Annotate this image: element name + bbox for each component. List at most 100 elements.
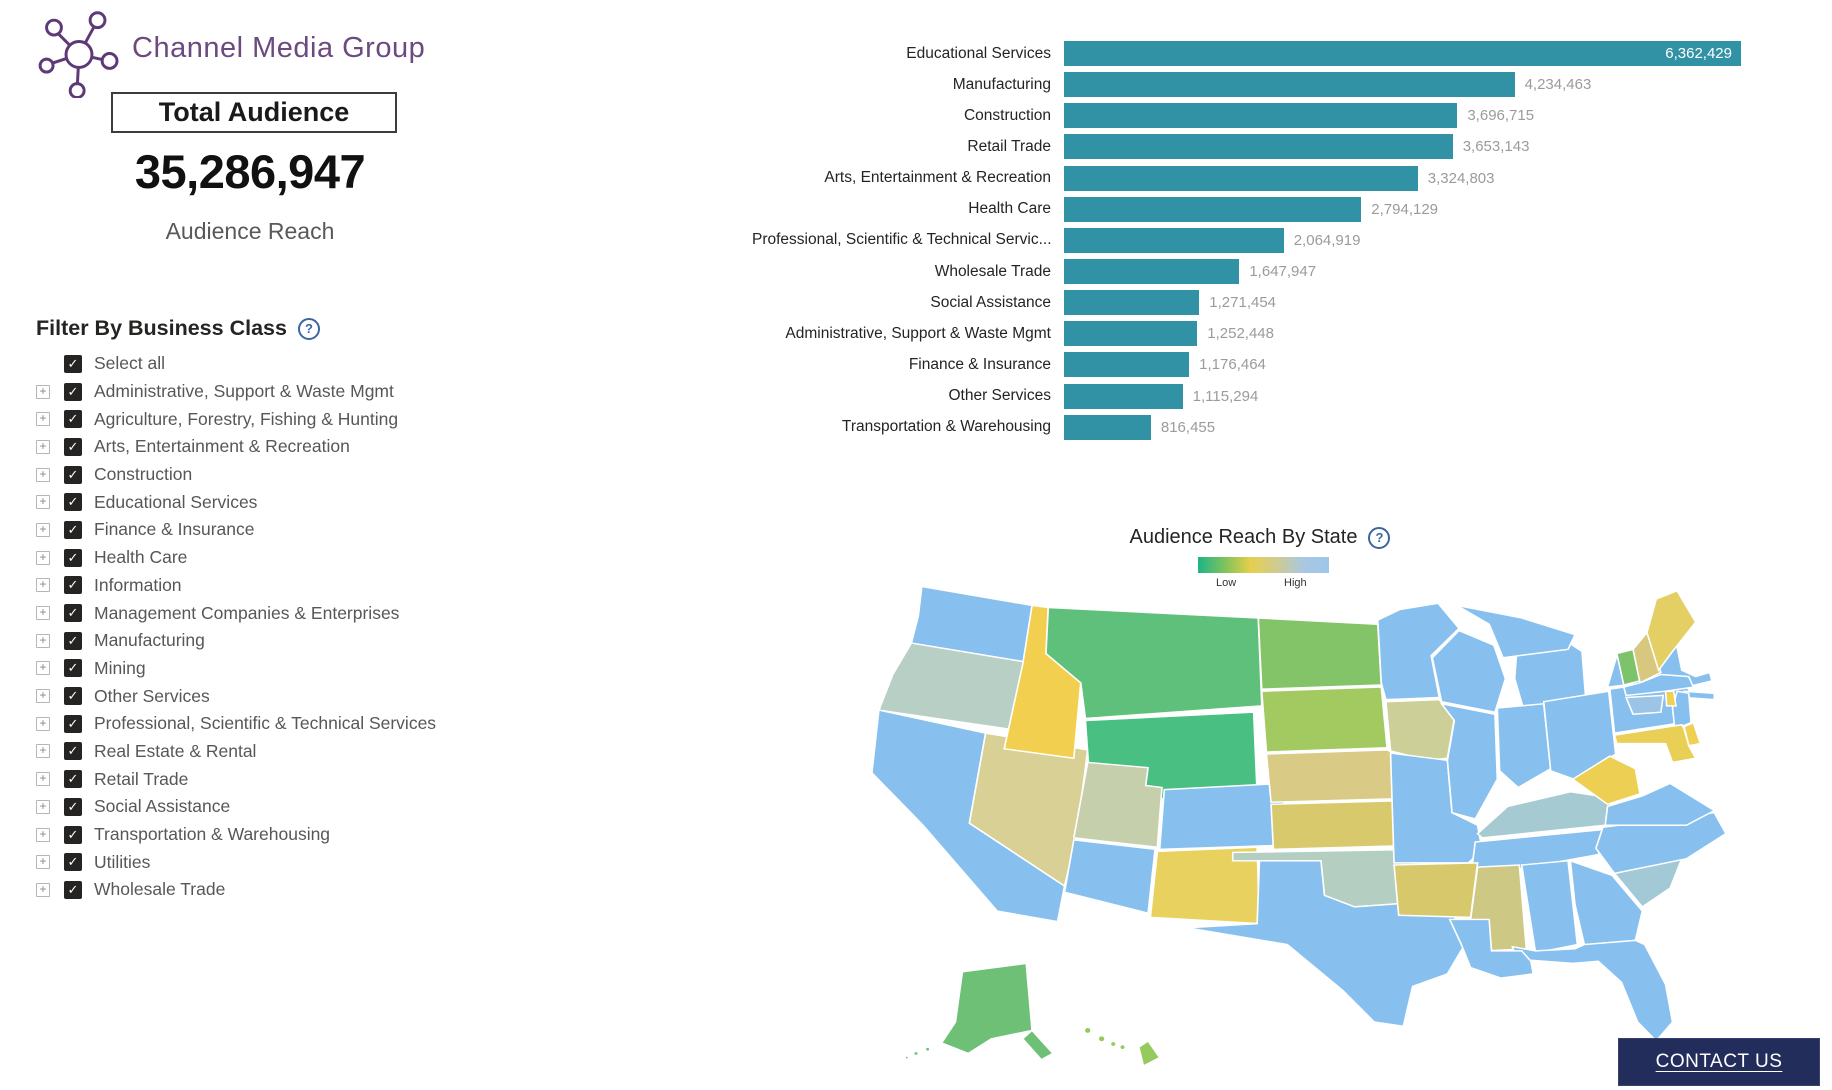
state-HI-big-island[interactable] (1137, 1039, 1161, 1066)
expand-plus-icon[interactable]: + (36, 495, 50, 510)
state-NC[interactable] (1595, 811, 1727, 875)
state-UT[interactable] (1072, 761, 1163, 849)
state-VA[interactable] (1604, 782, 1716, 826)
checkbox[interactable]: ✓ (64, 825, 82, 844)
checkbox[interactable]: ✓ (64, 410, 82, 429)
checkbox[interactable]: ✓ (64, 548, 82, 567)
state-ME[interactable] (1646, 589, 1697, 673)
state-MN[interactable] (1376, 602, 1461, 701)
checkbox[interactable]: ✓ (64, 604, 82, 623)
state-TX[interactable] (1187, 860, 1467, 1028)
state-AK[interactable] (940, 962, 1033, 1055)
checkbox[interactable]: ✓ (64, 631, 82, 650)
state-AL[interactable] (1520, 860, 1579, 954)
filter-item-label[interactable]: Real Estate & Rental (94, 740, 257, 761)
filter-item-label[interactable]: Mining (94, 657, 146, 678)
checkbox[interactable]: ✓ (64, 797, 82, 816)
bar[interactable] (1064, 259, 1240, 285)
expand-plus-icon[interactable]: + (36, 384, 50, 399)
filter-item-label[interactable]: Professional, Scientific & Technical Ser… (94, 713, 437, 734)
expand-plus-icon[interactable]: + (36, 412, 50, 427)
filter-item-label[interactable]: Construction (94, 464, 193, 485)
checkbox[interactable]: ✓ (64, 770, 82, 789)
state-LA[interactable] (1448, 918, 1535, 979)
checkbox[interactable]: ✓ (64, 465, 82, 484)
state-CT[interactable] (1624, 694, 1665, 716)
expand-plus-icon[interactable]: + (36, 882, 50, 897)
expand-plus-icon[interactable]: + (36, 716, 50, 731)
state-RI[interactable] (1664, 690, 1677, 707)
expand-plus-icon[interactable]: + (36, 633, 50, 648)
checkbox[interactable]: ✓ (64, 493, 82, 512)
bar[interactable]: 6,362,429 (1064, 41, 1741, 67)
state-HI-island[interactable] (1097, 1034, 1106, 1043)
expand-plus-icon[interactable]: + (36, 772, 50, 787)
bar[interactable] (1064, 383, 1183, 409)
state-WI[interactable] (1431, 629, 1507, 714)
checkbox[interactable]: ✓ (64, 714, 82, 733)
expand-plus-icon[interactable]: + (36, 522, 50, 537)
state-IL[interactable] (1439, 702, 1499, 820)
bar[interactable] (1064, 134, 1453, 160)
filter-help-icon[interactable]: ? (297, 317, 320, 340)
state-MA[interactable] (1622, 673, 1695, 697)
expand-plus-icon[interactable]: + (36, 855, 50, 870)
state-NH[interactable] (1632, 631, 1662, 685)
filter-item-label[interactable]: Retail Trade (94, 768, 189, 789)
expand-plus-icon[interactable]: + (36, 689, 50, 704)
expand-plus-icon[interactable]: + (36, 550, 50, 565)
state-AZ[interactable] (1063, 839, 1156, 915)
filter-item-label[interactable]: Management Companies & Enterprises (94, 602, 400, 623)
expand-plus-icon[interactable]: + (36, 439, 50, 454)
filter-item-label[interactable]: Information (94, 574, 182, 595)
bar[interactable] (1064, 165, 1418, 191)
expand-plus-icon[interactable]: + (36, 606, 50, 621)
filter-item-label[interactable]: Agriculture, Forestry, Fishing & Hunting (94, 408, 399, 429)
checkbox[interactable]: ✓ (64, 382, 82, 401)
state-ND[interactable] (1257, 617, 1383, 690)
expand-plus-icon[interactable]: + (36, 578, 50, 593)
state-IN[interactable] (1496, 703, 1552, 789)
filter-item-label[interactable]: Finance & Insurance (94, 519, 255, 540)
expand-plus-icon[interactable]: + (36, 661, 50, 676)
filter-item-label[interactable]: Utilities (94, 851, 151, 872)
filter-item-label[interactable]: Arts, Entertainment & Recreation (94, 436, 350, 457)
checkbox[interactable]: ✓ (64, 354, 82, 373)
state-MI-upper[interactable] (1456, 604, 1577, 659)
checkbox[interactable]: ✓ (64, 520, 82, 539)
filter-item-label[interactable]: Wholesale Trade (94, 879, 226, 900)
state-HI-island[interactable] (1118, 1043, 1127, 1051)
bar[interactable] (1064, 321, 1198, 347)
checkbox[interactable]: ✓ (64, 853, 82, 872)
expand-plus-icon[interactable]: + (36, 799, 50, 814)
state-AK-panhandle[interactable] (1021, 1029, 1055, 1061)
filter-item-label[interactable]: Social Assistance (94, 796, 231, 817)
bar[interactable] (1064, 414, 1151, 440)
checkbox[interactable]: ✓ (64, 576, 82, 595)
bar[interactable] (1064, 227, 1284, 253)
bar[interactable] (1064, 352, 1190, 378)
filter-item-label[interactable]: Transportation & Warehousing (94, 824, 331, 845)
state-HI-island[interactable] (1083, 1026, 1093, 1035)
state-MD[interactable] (1613, 723, 1697, 764)
bar[interactable] (1064, 72, 1515, 98)
state-WV[interactable] (1571, 755, 1641, 806)
filter-item-label[interactable]: Educational Services (94, 491, 258, 512)
filter-item-label[interactable]: Manufacturing (94, 630, 205, 651)
expand-plus-icon[interactable]: + (36, 467, 50, 482)
state-AK-island[interactable] (912, 1050, 920, 1057)
state-IA[interactable] (1385, 698, 1456, 762)
contact-us-button[interactable]: CONTACT US (1618, 1038, 1820, 1086)
state-HI-island[interactable] (1109, 1040, 1117, 1048)
checkbox[interactable]: ✓ (64, 659, 82, 678)
checkbox[interactable]: ✓ (64, 742, 82, 761)
state-AK-island[interactable] (904, 1055, 910, 1060)
expand-plus-icon[interactable]: + (36, 827, 50, 842)
state-CO[interactable] (1158, 782, 1289, 851)
map-help-icon[interactable]: ? (1368, 526, 1391, 549)
filter-item-label[interactable]: Select all (94, 353, 166, 374)
filter-item-label[interactable]: Other Services (94, 685, 210, 706)
checkbox[interactable]: ✓ (64, 880, 82, 899)
checkbox[interactable]: ✓ (64, 687, 82, 706)
state-AR[interactable] (1393, 862, 1479, 919)
